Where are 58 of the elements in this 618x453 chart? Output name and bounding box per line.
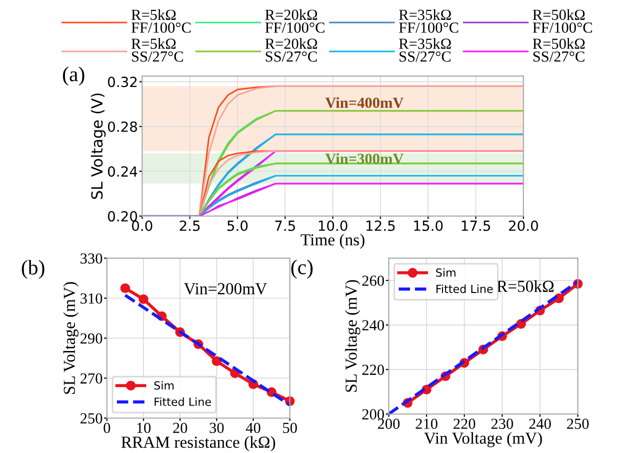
- x-tick-label: 12.5: [366, 220, 395, 231]
- y-tick-label: 220: [362, 364, 384, 375]
- x-tick-label: 0: [104, 422, 110, 434]
- band-label: Vin=300mV: [325, 153, 404, 164]
- x-tick-label: 20: [173, 422, 188, 434]
- y-tick-label: 200: [362, 409, 384, 420]
- y-tick-label: 330: [80, 253, 102, 264]
- annotation: R=50kΩ: [496, 280, 554, 292]
- legend-label: R=20kΩ SS/27°C: [265, 38, 318, 62]
- x-tick-label: 5.0: [227, 220, 248, 231]
- y-tick-label: 290: [80, 333, 102, 344]
- legend-label: R=20kΩ FF/100°C: [265, 9, 324, 33]
- legend-label: R=50kΩ FF/100°C: [532, 9, 592, 33]
- x-tick-label: 30: [210, 422, 224, 434]
- x-axis-title: RRAM resistance (kΩ): [121, 436, 276, 452]
- y-tick-label: 310: [80, 293, 102, 304]
- y-tick-label: 0.32: [108, 76, 137, 88]
- y-tick-label: 240: [362, 320, 384, 330]
- x-tick-label: 20.0: [509, 220, 538, 231]
- band-label: Vin=400mV: [325, 97, 404, 108]
- legend-label: R=35kΩ FF/100°C: [399, 9, 458, 33]
- text: (a): [62, 66, 84, 86]
- x-tick-label: 0.0: [132, 220, 152, 231]
- y-tick-label: 0.20: [108, 211, 138, 222]
- x-tick-label: 50: [283, 422, 297, 434]
- legend-label: Sim: [154, 381, 174, 390]
- legend-label: Fitted Line: [436, 284, 493, 294]
- x-tick-label: 200: [378, 418, 400, 429]
- x-tick-label: 210: [416, 418, 438, 429]
- x-axis-title: Time (ns): [300, 234, 364, 249]
- x-tick-label: 10.0: [318, 220, 348, 231]
- x-tick-label: 17.5: [462, 220, 490, 231]
- x-tick-label: 7.5: [275, 220, 295, 231]
- x-tick-label: 250: [567, 418, 589, 429]
- x-tick-label: 40: [246, 422, 260, 434]
- x-tick-label: 10: [137, 422, 151, 434]
- y-tick-label: 0.24: [108, 166, 138, 177]
- text: (c): [291, 260, 313, 279]
- x-tick-label: 230: [491, 418, 514, 429]
- legend-label: Sim: [436, 268, 456, 277]
- legend-label: R=5kΩ FF/100°C: [131, 9, 191, 33]
- text: (b): [22, 260, 44, 279]
- legend-label: R=50kΩ SS/27°C: [532, 38, 585, 62]
- x-axis-title: Vin Voltage (mV): [424, 432, 542, 448]
- x-tick-label: 15.0: [414, 220, 443, 231]
- y-tick-label: 270: [80, 373, 102, 384]
- y-tick-label: 0.28: [108, 121, 138, 132]
- y-axis-title: SL Voltage (V): [90, 94, 106, 199]
- y-axis-title: SL Voltage (mV): [345, 280, 360, 392]
- x-tick-label: 220: [454, 418, 476, 429]
- x-tick-label: 2.5: [180, 220, 200, 231]
- legend-label: R=35kΩ SS/27°C: [399, 38, 451, 62]
- y-axis-title: SL Voltage (mV): [63, 282, 78, 394]
- legend-label: R=5kΩ SS/27°C: [131, 38, 183, 62]
- annotation: Vin=200mV: [184, 283, 267, 294]
- x-tick-label: 240: [529, 418, 551, 429]
- y-tick-label: 260: [362, 276, 384, 286]
- legend-label: Fitted Line: [154, 397, 211, 406]
